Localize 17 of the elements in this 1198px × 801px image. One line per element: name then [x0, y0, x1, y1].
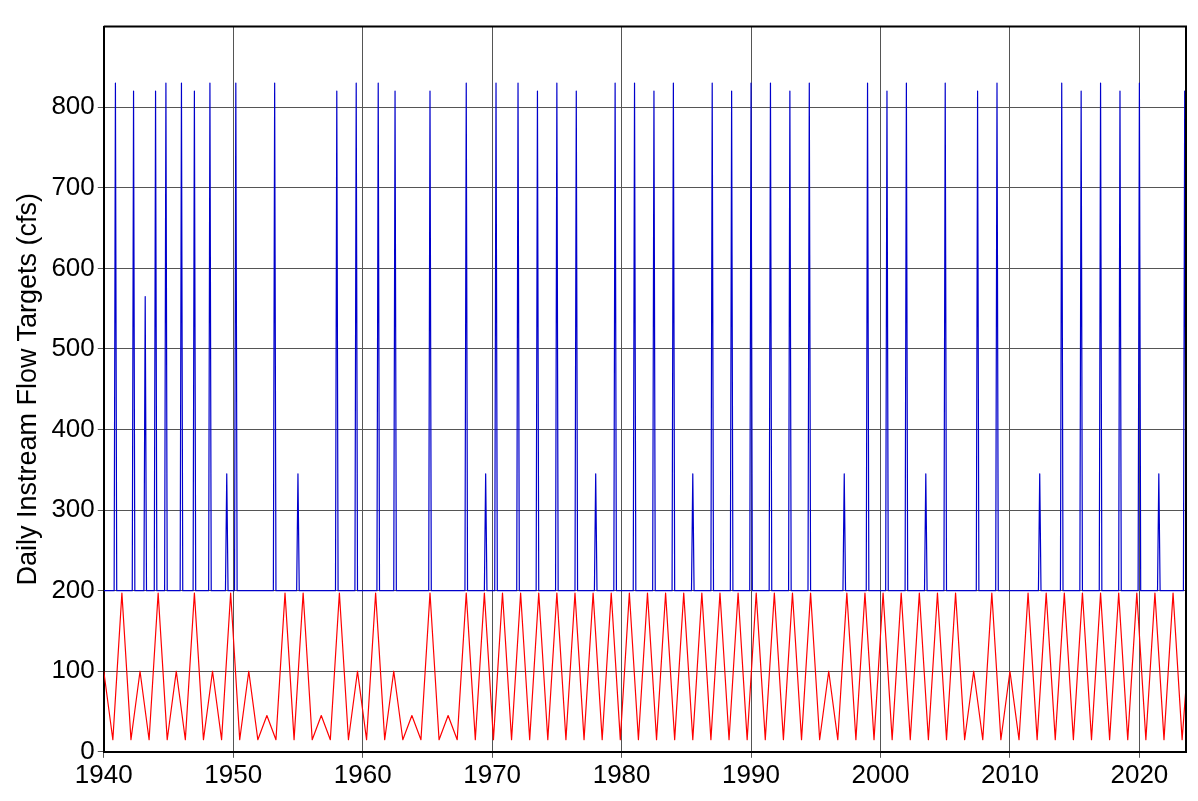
x-tick-label: 1980: [592, 758, 651, 789]
y-tick-label: 300: [51, 493, 95, 524]
y-tick-label: 100: [51, 654, 95, 685]
y-tick-label: 700: [51, 170, 95, 201]
x-tick-label: 2010: [981, 758, 1039, 789]
x-tick-label: 1960: [333, 758, 392, 789]
y-tick-label: 600: [51, 251, 95, 282]
y-tick-label: 400: [51, 412, 95, 443]
x-tick-label: 1950: [204, 758, 263, 789]
x-tick-label: 2020: [1110, 758, 1169, 789]
x-tick-label: 2000: [851, 758, 910, 789]
y-tick-label: 500: [51, 332, 95, 363]
y-tick-label: 200: [51, 573, 95, 604]
y-axis-title: Daily Instream Flow Targets (cfs): [11, 192, 42, 586]
y-tick-label: 800: [51, 90, 95, 121]
x-tick-label: 1990: [722, 758, 780, 789]
x-tick-label: 1970: [463, 758, 522, 789]
